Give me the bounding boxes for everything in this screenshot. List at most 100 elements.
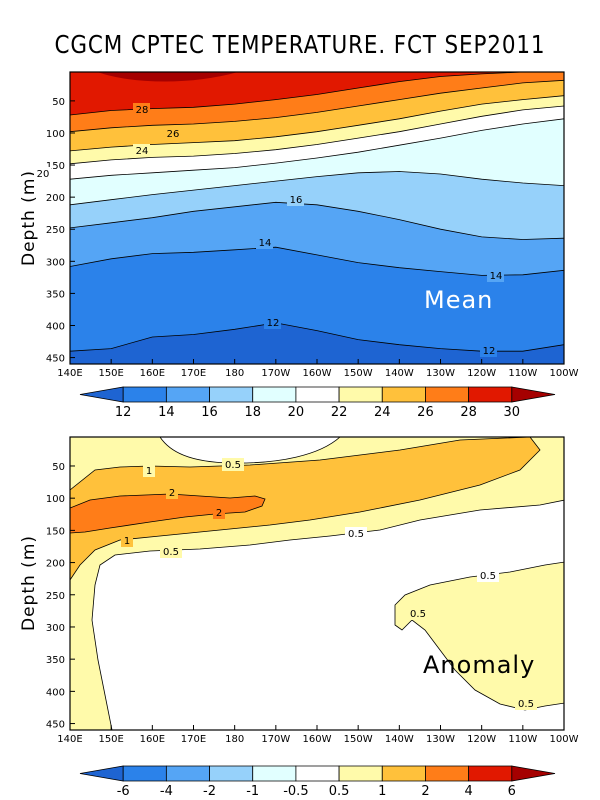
x-tick-label: 100W [550,368,579,379]
x-tick-label: 160E [140,734,165,745]
contour-label: 1 [146,466,152,477]
x-tick-label: 140E [57,368,82,379]
x-tick-label: 140W [385,368,414,379]
isotherm-16 [70,201,564,240]
anomaly-contour-labels: 1 0.5 2 2 1 0.5 0.5 0.5 0.5 0.5 [121,458,537,710]
mean-panel-label: Mean [424,286,493,314]
colorbar-label: 18 [244,405,261,420]
x-tick-label: 120W [467,368,496,379]
contour-label: 0.5 [480,571,496,582]
y-tick-label: 400 [46,687,65,698]
y-tick-label: 150 [46,161,65,172]
y-tick-label: 450 [46,354,65,365]
colorbar-swatch [338,386,383,403]
colorbar-swatch [381,386,426,403]
y-tick-label: 200 [46,559,65,570]
isotherm-14 [70,246,564,276]
mean-y-axis: 50 100 150 200 250 300 350 400 450 [46,97,75,365]
x-tick-label: 150E [98,368,123,379]
anomaly-region-2 [70,493,266,534]
colorbar-swatch [252,386,297,403]
colorbar-swatch [381,765,426,782]
mean-band-above-30 [97,72,238,82]
colorbar-swatch [511,765,556,782]
x-tick-label: 110W [508,734,537,745]
contour-label: 0.5 [225,460,241,471]
x-tick-label: 140E [57,734,82,745]
y-tick-label: 50 [52,462,65,473]
colorbar-label: 16 [201,405,218,420]
colorbar-swatch [295,765,340,782]
contour-label: 26 [167,129,180,140]
y-tick-label: 250 [46,225,65,236]
anomaly-colorbar: -6 -4 -2 -1 -0.5 0.5 1 2 4 6 [79,765,556,799]
mean-panel: 140E 150E 160E 170E 180 170W 160W 150W 140W 130W 1… [19,71,579,420]
mean-band-above-28 [70,72,564,115]
colorbar-swatch [122,765,167,782]
colorbar-swatch [79,765,124,782]
colorbar-label: -0.5 [283,784,308,799]
y-tick-label: 150 [46,526,65,537]
anomaly-y-axis: 50 100 150 200 250 300 350 400 450 [46,462,75,731]
colorbar-swatch [295,386,340,403]
anomaly-x-axis: 140E 150E 160E 170E 180 170W 160W 150W 140W 130W 1… [57,725,579,745]
colorbar-swatch [79,386,124,403]
x-tick-label: 100W [550,734,579,745]
colorbar-label: 14 [158,405,175,420]
mean-x-axis: 140E 150E 160E 170E 180 170W 160W 150W 140W 130W 1… [57,359,579,379]
x-tick-label: 160W [303,734,332,745]
contour-label: 0.5 [163,547,179,558]
colorbar-label: 22 [331,405,348,420]
mean-colorbar: 12 14 16 18 20 22 24 26 28 30 [79,386,556,420]
isotherm-20 [70,118,564,180]
colorbar-label: -2 [203,784,216,799]
y-tick-label: 50 [52,97,65,108]
contour-label: 1 [124,536,130,547]
colorbar-swatch [425,765,470,782]
contour-label: 14 [259,238,272,249]
x-tick-label: 170E [181,368,206,379]
x-tick-label: 170E [181,734,206,745]
colorbar-swatch [252,765,297,782]
colorbar-swatch [468,386,513,403]
colorbar-swatch [425,386,470,403]
anomaly-y-axis-label: Depth (m) [19,535,39,631]
mean-contour-labels: 28 26 24 20 16 14 14 12 12 [34,103,504,357]
y-tick-label: 100 [46,129,65,140]
anomaly-region-1 [70,437,541,581]
contour-label: 24 [136,146,149,157]
colorbar-label: 26 [417,405,434,420]
y-tick-label: 250 [46,591,65,602]
isotherm-22 [70,105,564,165]
x-tick-label: 180 [225,734,244,745]
colorbar-swatch [122,386,167,403]
colorbar-label: -6 [117,784,130,799]
contour-label: 12 [483,346,496,357]
colorbar-label: 1 [378,784,386,799]
colorbar-swatch [468,765,513,782]
x-tick-label: 140W [385,734,414,745]
contour-label: 0.5 [348,529,364,540]
colorbar-swatch [209,386,254,403]
x-tick-label: 130W [426,368,455,379]
colorbar-label: 30 [504,405,521,420]
x-tick-label: 150W [344,734,373,745]
y-tick-label: 450 [46,720,65,731]
isotherm-28 [70,72,564,116]
colorbar-label: 28 [460,405,477,420]
colorbar-label: -4 [160,784,173,799]
contour-label: 12 [267,318,280,329]
chart-title: CGCM CPTEC TEMPERATURE. FCT SEP2011 [54,30,546,59]
x-tick-label: 160E [140,368,165,379]
colorbar-label: 24 [374,405,391,420]
contour-label: 14 [490,271,503,282]
colorbar-label: 0.5 [329,784,350,799]
colorbar-swatch [165,765,210,782]
contour-label: 28 [136,105,149,116]
contour-label: 16 [290,195,303,206]
colorbar-swatch [165,386,210,403]
anomaly-panel: 140E 150E 160E 170E 180 170W 160W 150W 140W 130W 1… [19,436,579,799]
contour-label: 20 [37,169,50,180]
colorbar-label: 6 [508,784,516,799]
isotherm-18 [70,171,564,206]
